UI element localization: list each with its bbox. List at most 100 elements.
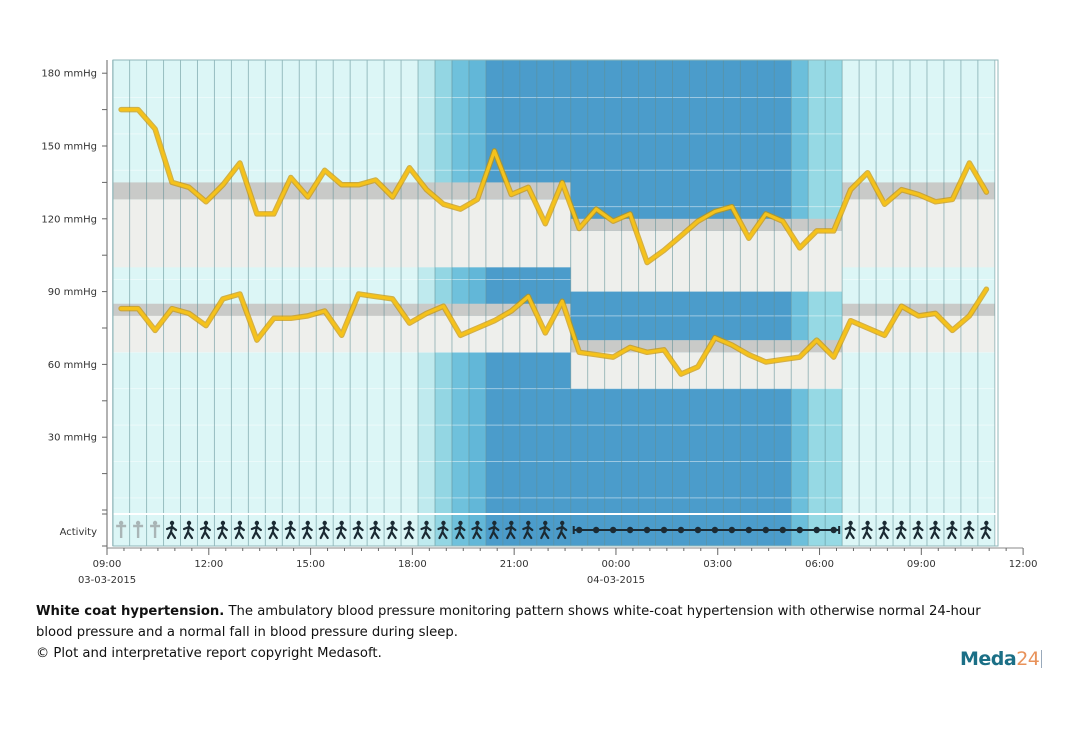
person-body bbox=[165, 524, 178, 540]
data-point bbox=[713, 210, 717, 213]
data-point bbox=[900, 304, 903, 308]
person-body bbox=[250, 524, 262, 540]
data-point bbox=[866, 171, 869, 175]
data-point bbox=[119, 108, 123, 111]
person-body bbox=[335, 524, 347, 540]
walking-person-icon bbox=[420, 520, 432, 540]
person-head bbox=[916, 520, 921, 526]
person-head bbox=[882, 520, 887, 526]
lying-sleep-icon bbox=[762, 526, 770, 534]
data-point bbox=[170, 307, 174, 310]
data-point bbox=[900, 188, 903, 192]
lying-sleep-icon bbox=[779, 526, 786, 534]
data-point bbox=[967, 161, 971, 165]
systolic-normal-band bbox=[112, 199, 571, 268]
data-point bbox=[560, 181, 564, 184]
x-tick-label: 00:00 bbox=[602, 559, 631, 570]
person-body bbox=[352, 524, 364, 540]
data-point bbox=[221, 183, 225, 187]
data-point bbox=[849, 319, 853, 323]
data-point bbox=[153, 127, 157, 131]
data-point bbox=[323, 168, 327, 172]
person-head bbox=[169, 520, 175, 526]
data-point bbox=[798, 246, 802, 250]
person-head bbox=[237, 520, 243, 526]
walking-person-icon bbox=[267, 520, 279, 540]
data-point bbox=[747, 236, 751, 240]
lying-sleep-icon bbox=[643, 526, 651, 534]
person-head bbox=[305, 520, 310, 526]
axes: 180 mmHg 150 mmHg 120 mmHg 90 mmHg 60 mmHg 30… bbox=[41, 60, 1038, 586]
data-point bbox=[577, 350, 581, 354]
data-point bbox=[357, 183, 361, 187]
x-tick-label: 12:00 bbox=[1009, 559, 1038, 570]
systolic-line bbox=[119, 107, 989, 265]
data-point bbox=[645, 261, 649, 264]
systolic-borderline-band bbox=[112, 182, 571, 200]
data-point bbox=[425, 312, 428, 315]
data-point bbox=[340, 333, 344, 337]
person-head bbox=[390, 520, 395, 526]
data-point bbox=[187, 185, 191, 189]
x-tick-label: 21:00 bbox=[500, 559, 529, 570]
data-point bbox=[917, 314, 920, 318]
data-point bbox=[662, 248, 666, 252]
person-head bbox=[288, 520, 293, 526]
data-point bbox=[509, 309, 513, 313]
person-head bbox=[254, 520, 260, 526]
x-tick-date: 03-03-2015 bbox=[78, 575, 136, 586]
data-point bbox=[764, 212, 768, 216]
person-body bbox=[199, 524, 212, 540]
walking-person-icon bbox=[301, 520, 313, 540]
person-head bbox=[373, 520, 378, 526]
lying-sleep-icon bbox=[575, 526, 583, 534]
data-point bbox=[492, 149, 496, 153]
data-point bbox=[832, 229, 836, 233]
person-body bbox=[539, 524, 551, 540]
person-head bbox=[933, 520, 938, 526]
lying-sleep-icon bbox=[796, 526, 803, 534]
data-point bbox=[645, 350, 649, 354]
data-point bbox=[289, 316, 293, 320]
caption-text: The ambulatory blood pressure monitoring… bbox=[36, 604, 981, 640]
logo-name: Meda bbox=[960, 648, 1017, 670]
walking-person-icon bbox=[505, 520, 517, 540]
person-head bbox=[543, 520, 548, 526]
data-point bbox=[934, 312, 937, 315]
data-point bbox=[883, 202, 886, 206]
data-point bbox=[594, 207, 598, 211]
data-point bbox=[611, 355, 615, 359]
diastolic-borderline-band bbox=[112, 303, 571, 316]
data-point bbox=[594, 353, 598, 357]
walking-person-icon bbox=[963, 520, 975, 540]
person-head bbox=[220, 520, 226, 526]
data-point bbox=[934, 200, 937, 204]
walking-person-icon bbox=[522, 520, 534, 540]
person-body bbox=[844, 524, 856, 540]
walking-person-icon bbox=[335, 520, 347, 540]
lying-sleep-icon bbox=[609, 526, 617, 534]
lying-sleep-icon bbox=[626, 526, 634, 534]
lying-sleep-icon bbox=[660, 526, 668, 534]
data-point bbox=[425, 188, 428, 192]
shade-column bbox=[791, 60, 809, 546]
data-point bbox=[560, 299, 564, 303]
person-body bbox=[454, 524, 466, 540]
walking-person-icon bbox=[216, 520, 229, 540]
walking-person-icon bbox=[539, 520, 551, 540]
data-point bbox=[781, 358, 785, 361]
person-head bbox=[950, 520, 955, 526]
person-body bbox=[912, 524, 924, 540]
person-head bbox=[322, 520, 327, 526]
diastolic-borderline-band bbox=[842, 303, 995, 316]
y-tick-label: 30 mmHg bbox=[48, 433, 97, 444]
data-point bbox=[272, 212, 276, 216]
person-head bbox=[865, 520, 870, 526]
walking-person-icon bbox=[878, 520, 890, 540]
walking-person-icon bbox=[946, 520, 958, 540]
person-body bbox=[488, 524, 500, 540]
lying-sleep-icon bbox=[711, 526, 719, 534]
data-point bbox=[832, 355, 836, 359]
person-body bbox=[505, 524, 517, 540]
